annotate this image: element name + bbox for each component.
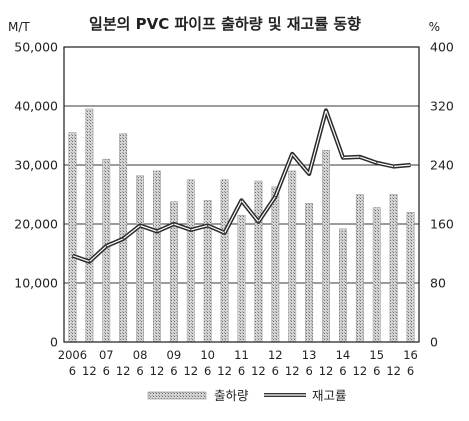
x-axis-year-labels: 2006 07 08 09 10 11 12 13 14 15 16 (58, 348, 418, 362)
x-month-label: 6 (407, 364, 414, 378)
left-tick-label: 20,000 (14, 217, 58, 232)
x-year-label: 12 (268, 348, 283, 362)
legend: 출하량 재고률 (147, 388, 347, 403)
left-axis-ticks: 50,000 40,000 30,000 20,000 10,000 0 (14, 40, 58, 350)
shipment-bar (68, 132, 77, 343)
x-month-label: 6 (272, 364, 279, 378)
x-year-label: 08 (133, 348, 148, 362)
inventory-point (156, 230, 158, 232)
x-month-label: 6 (305, 364, 312, 378)
left-axis-unit: M/T (8, 20, 30, 34)
shipment-bars (68, 108, 415, 343)
x-month-label: 12 (150, 364, 165, 378)
inventory-point (376, 162, 378, 164)
shipment-bar (372, 207, 381, 343)
inventory-point (274, 196, 276, 198)
right-tick-label: 400 (430, 40, 454, 55)
shipment-bar (153, 170, 161, 343)
x-month-label: 12 (116, 364, 131, 378)
x-month-label: 12 (285, 364, 300, 378)
left-tick-label: 50,000 (14, 40, 58, 55)
right-tick-label: 80 (430, 276, 446, 291)
x-axis-month-labels: 6 12 6 12 6 12 6 12 6 12 6 12 6 12 6 12 6 12 6 12 6 (69, 364, 414, 378)
shipment-bar (85, 108, 94, 343)
right-tick-label: 160 (430, 217, 454, 232)
x-month-label: 6 (170, 364, 177, 378)
inventory-point (342, 157, 344, 159)
shipment-bar (322, 150, 330, 343)
right-tick-label: 320 (430, 99, 454, 114)
right-axis-unit: % (429, 20, 440, 34)
inventory-point (291, 153, 293, 155)
inventory-point (139, 224, 141, 227)
shipment-bar (305, 203, 314, 343)
left-tick-label: 30,000 (14, 158, 58, 173)
x-year-label: 2006 (58, 348, 87, 362)
right-tick-label: 240 (430, 158, 454, 173)
x-month-label: 6 (136, 364, 143, 378)
left-tick-label: 40,000 (14, 99, 58, 114)
inventory-point (393, 165, 395, 168)
shipment-bar (136, 175, 144, 343)
inventory-point (71, 255, 74, 257)
x-month-label: 6 (204, 364, 211, 378)
inventory-point (359, 156, 361, 158)
legend-label-shipment: 출하량 (214, 388, 249, 403)
shipment-bar (355, 194, 364, 343)
x-year-label: 07 (99, 348, 114, 362)
shipment-bar (288, 170, 297, 343)
shipment-bar (389, 194, 398, 343)
legend-label-inventory: 재고률 (312, 388, 347, 403)
left-tick-label: 10,000 (14, 276, 58, 291)
shipment-bar (186, 179, 195, 343)
x-month-label: 6 (339, 364, 346, 378)
right-tick-label: 0 (430, 335, 438, 350)
x-month-label: 12 (251, 364, 266, 378)
shipment-bar (406, 211, 415, 343)
x-year-label: 15 (369, 348, 384, 362)
inventory-point (409, 164, 412, 166)
shipment-bar (220, 179, 229, 343)
x-month-label: 6 (238, 364, 245, 378)
x-year-label: 11 (234, 348, 249, 362)
x-month-label: 6 (373, 364, 380, 378)
inventory-point (207, 224, 209, 227)
inventory-point (240, 199, 243, 201)
inventory-point (122, 238, 124, 240)
inventory-point (190, 229, 192, 231)
inventory-point (105, 245, 107, 247)
x-month-label: 12 (319, 364, 334, 378)
x-month-label: 12 (217, 364, 232, 378)
x-month-label: 12 (183, 364, 198, 378)
inventory-point (88, 261, 90, 263)
shipment-bar (271, 186, 280, 343)
inventory-line (71, 108, 412, 264)
x-year-label: 14 (336, 348, 351, 362)
inventory-point (308, 173, 310, 175)
inventory-point (223, 232, 226, 234)
x-month-label: 6 (69, 364, 76, 378)
x-month-label: 6 (103, 364, 110, 378)
x-month-label: 12 (353, 364, 368, 378)
x-year-label: 13 (302, 348, 317, 362)
shipment-bar (237, 214, 246, 343)
shipment-bar (203, 200, 212, 343)
plot-frame (63, 46, 420, 343)
x-month-label: 12 (82, 364, 97, 378)
right-axis-ticks: 400 320 240 160 80 0 (430, 40, 454, 350)
left-tick-label: 0 (50, 335, 58, 350)
inventory-point (173, 223, 175, 225)
shipment-bar (339, 228, 347, 343)
inventory-point (257, 221, 260, 223)
x-year-label: 16 (403, 348, 418, 362)
x-month-label: 12 (386, 364, 401, 378)
chart-title: 일본의 PVC 파이프 출하량 및 재고률 동향 (89, 15, 361, 33)
legend-bar-swatch (147, 391, 207, 400)
x-year-label: 09 (167, 348, 182, 362)
shipment-bar (254, 180, 263, 343)
inventory-point (325, 109, 327, 112)
x-year-label: 10 (200, 348, 215, 362)
